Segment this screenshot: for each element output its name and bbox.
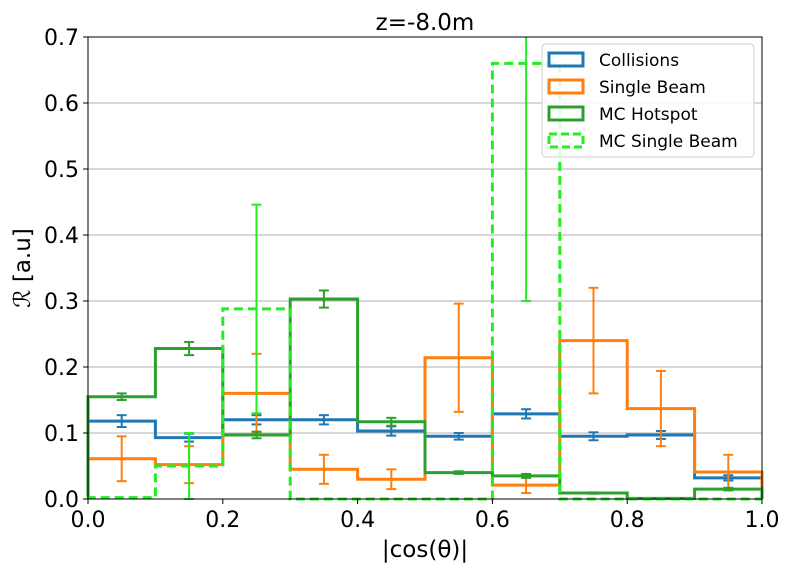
legend-item: MC Hotspot (547, 105, 698, 125)
chart-title: z=-8.0m (376, 10, 475, 36)
error-bar (184, 340, 195, 357)
legend: Collisions Single Beam MC Hotspot MC Single… (541, 43, 755, 158)
y-tick-label: 0.6 (44, 92, 79, 117)
error-bar (251, 203, 262, 415)
ticks: 0.0 0.1 0.2 0.3 0.4 0.5 0.6 0.7 0.0 0.2 0.4 0.6 0.8 1… (44, 26, 780, 533)
y-tick-label: 0.4 (44, 224, 79, 249)
error-bar (588, 491, 599, 495)
legend-swatch (547, 51, 585, 68)
legend-swatch (547, 78, 585, 95)
legend-item: Single Beam (547, 78, 706, 98)
error-bar (521, 408, 532, 420)
legend-swatch (547, 105, 585, 122)
legend-box (541, 43, 755, 158)
y-axis-label: ℛ [a.u] (10, 228, 36, 308)
y-tick-label: 0.2 (44, 356, 79, 381)
error-bar (116, 435, 127, 483)
error-bar (723, 486, 734, 492)
legend-item: Collisions (547, 51, 679, 71)
x-tick-label: 0.6 (475, 508, 510, 533)
error-bar (521, 472, 532, 479)
error-bar (251, 430, 262, 440)
error-bar (116, 414, 127, 429)
x-tick-label: 1.0 (745, 508, 780, 533)
error-bar (453, 432, 464, 441)
error-bar (318, 414, 329, 426)
error-bar (453, 302, 464, 413)
x-tick-label: 0.8 (610, 508, 645, 533)
error-bar (521, 37, 532, 302)
y-tick-label: 0.0 (44, 488, 79, 513)
error-bar (588, 431, 599, 442)
y-tick-label: 0.5 (44, 158, 79, 183)
series-layer (86, 37, 764, 501)
y-tick-label: 0.3 (44, 290, 79, 315)
legend-label: MC Single Beam (599, 132, 738, 152)
x-tick-label: 0.0 (71, 508, 106, 533)
legend-label: Single Beam (599, 78, 706, 98)
legend-label: Collisions (599, 51, 679, 71)
legend-item: MC Single Beam (547, 132, 738, 152)
error-bar (588, 286, 599, 395)
x-tick-label: 0.2 (205, 508, 240, 533)
error-bar (318, 289, 329, 309)
x-tick-label: 0.4 (340, 508, 375, 533)
error-bar (453, 470, 464, 475)
y-tick-label: 0.7 (44, 26, 79, 51)
legend-label: MC Hotspot (599, 105, 698, 125)
error-bar (318, 453, 329, 485)
error-bar (655, 369, 666, 448)
error-bar (116, 392, 127, 401)
error-bar (386, 416, 397, 427)
plot-frame (87, 36, 763, 500)
y-tick-label: 0.1 (44, 422, 79, 447)
x-axis-label: |cos(θ)| (382, 537, 468, 563)
legend-swatch (547, 132, 585, 149)
error-bar (386, 468, 397, 491)
